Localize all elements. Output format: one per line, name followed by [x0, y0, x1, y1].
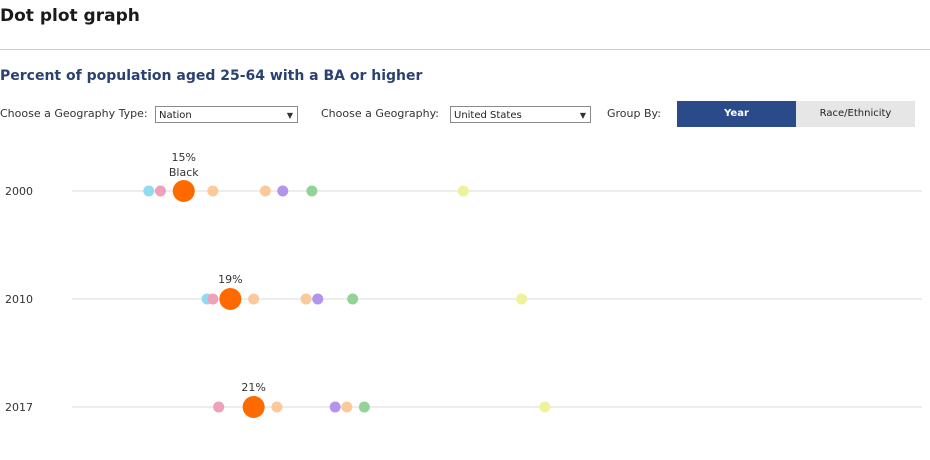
- chart-title: Percent of population aged 25-64 with a …: [0, 68, 423, 84]
- data-dot[interactable]: [207, 293, 219, 305]
- data-dot[interactable]: [347, 293, 359, 305]
- geography-select[interactable]: United States ▼: [450, 106, 591, 123]
- data-dot[interactable]: [259, 185, 271, 197]
- value-label: 21%: [241, 381, 265, 394]
- highlight-dot[interactable]: [219, 288, 242, 310]
- data-dot[interactable]: [358, 401, 370, 413]
- value-label: 19%: [218, 273, 242, 286]
- group-by-year-button[interactable]: Year: [677, 101, 796, 127]
- row-label: 2000: [5, 185, 33, 198]
- data-dot[interactable]: [306, 185, 318, 197]
- group-by-race-ethnicity-button[interactable]: Race/Ethnicity: [796, 101, 915, 127]
- data-dot[interactable]: [300, 293, 312, 305]
- geography-type-select[interactable]: Nation ▼: [155, 106, 298, 123]
- page-title: Dot plot graph: [0, 6, 140, 26]
- data-dot[interactable]: [539, 401, 551, 413]
- series-label: Black: [169, 166, 199, 179]
- row-label: 2017: [5, 401, 33, 414]
- data-dot[interactable]: [207, 185, 219, 197]
- dot-plot-chart: 2000 2010 2017 15% Black 19% 21%: [5, 151, 922, 418]
- data-dot[interactable]: [312, 293, 324, 305]
- header-divider: [0, 49, 930, 50]
- geography-label: Choose a Geography:: [321, 107, 439, 120]
- value-label: 15%: [172, 151, 196, 164]
- data-dot[interactable]: [154, 185, 166, 197]
- data-dot[interactable]: [271, 401, 283, 413]
- geography-value: United States: [454, 110, 522, 121]
- chevron-down-icon: ▼: [286, 111, 293, 120]
- highlight-dot[interactable]: [242, 396, 265, 418]
- data-dot[interactable]: [329, 401, 341, 413]
- chevron-down-icon: ▼: [579, 111, 586, 120]
- data-dot[interactable]: [457, 185, 469, 197]
- data-dot[interactable]: [516, 293, 528, 305]
- group-by-label: Group By:: [607, 107, 661, 120]
- data-dot[interactable]: [277, 185, 289, 197]
- geography-type-label: Choose a Geography Type:: [0, 107, 148, 120]
- data-dot[interactable]: [143, 185, 155, 197]
- geography-type-value: Nation: [159, 110, 192, 121]
- row-label: 2010: [5, 293, 33, 306]
- data-dot[interactable]: [341, 401, 353, 413]
- data-dot[interactable]: [213, 401, 225, 413]
- data-dot[interactable]: [248, 293, 260, 305]
- highlight-dot[interactable]: [172, 180, 195, 202]
